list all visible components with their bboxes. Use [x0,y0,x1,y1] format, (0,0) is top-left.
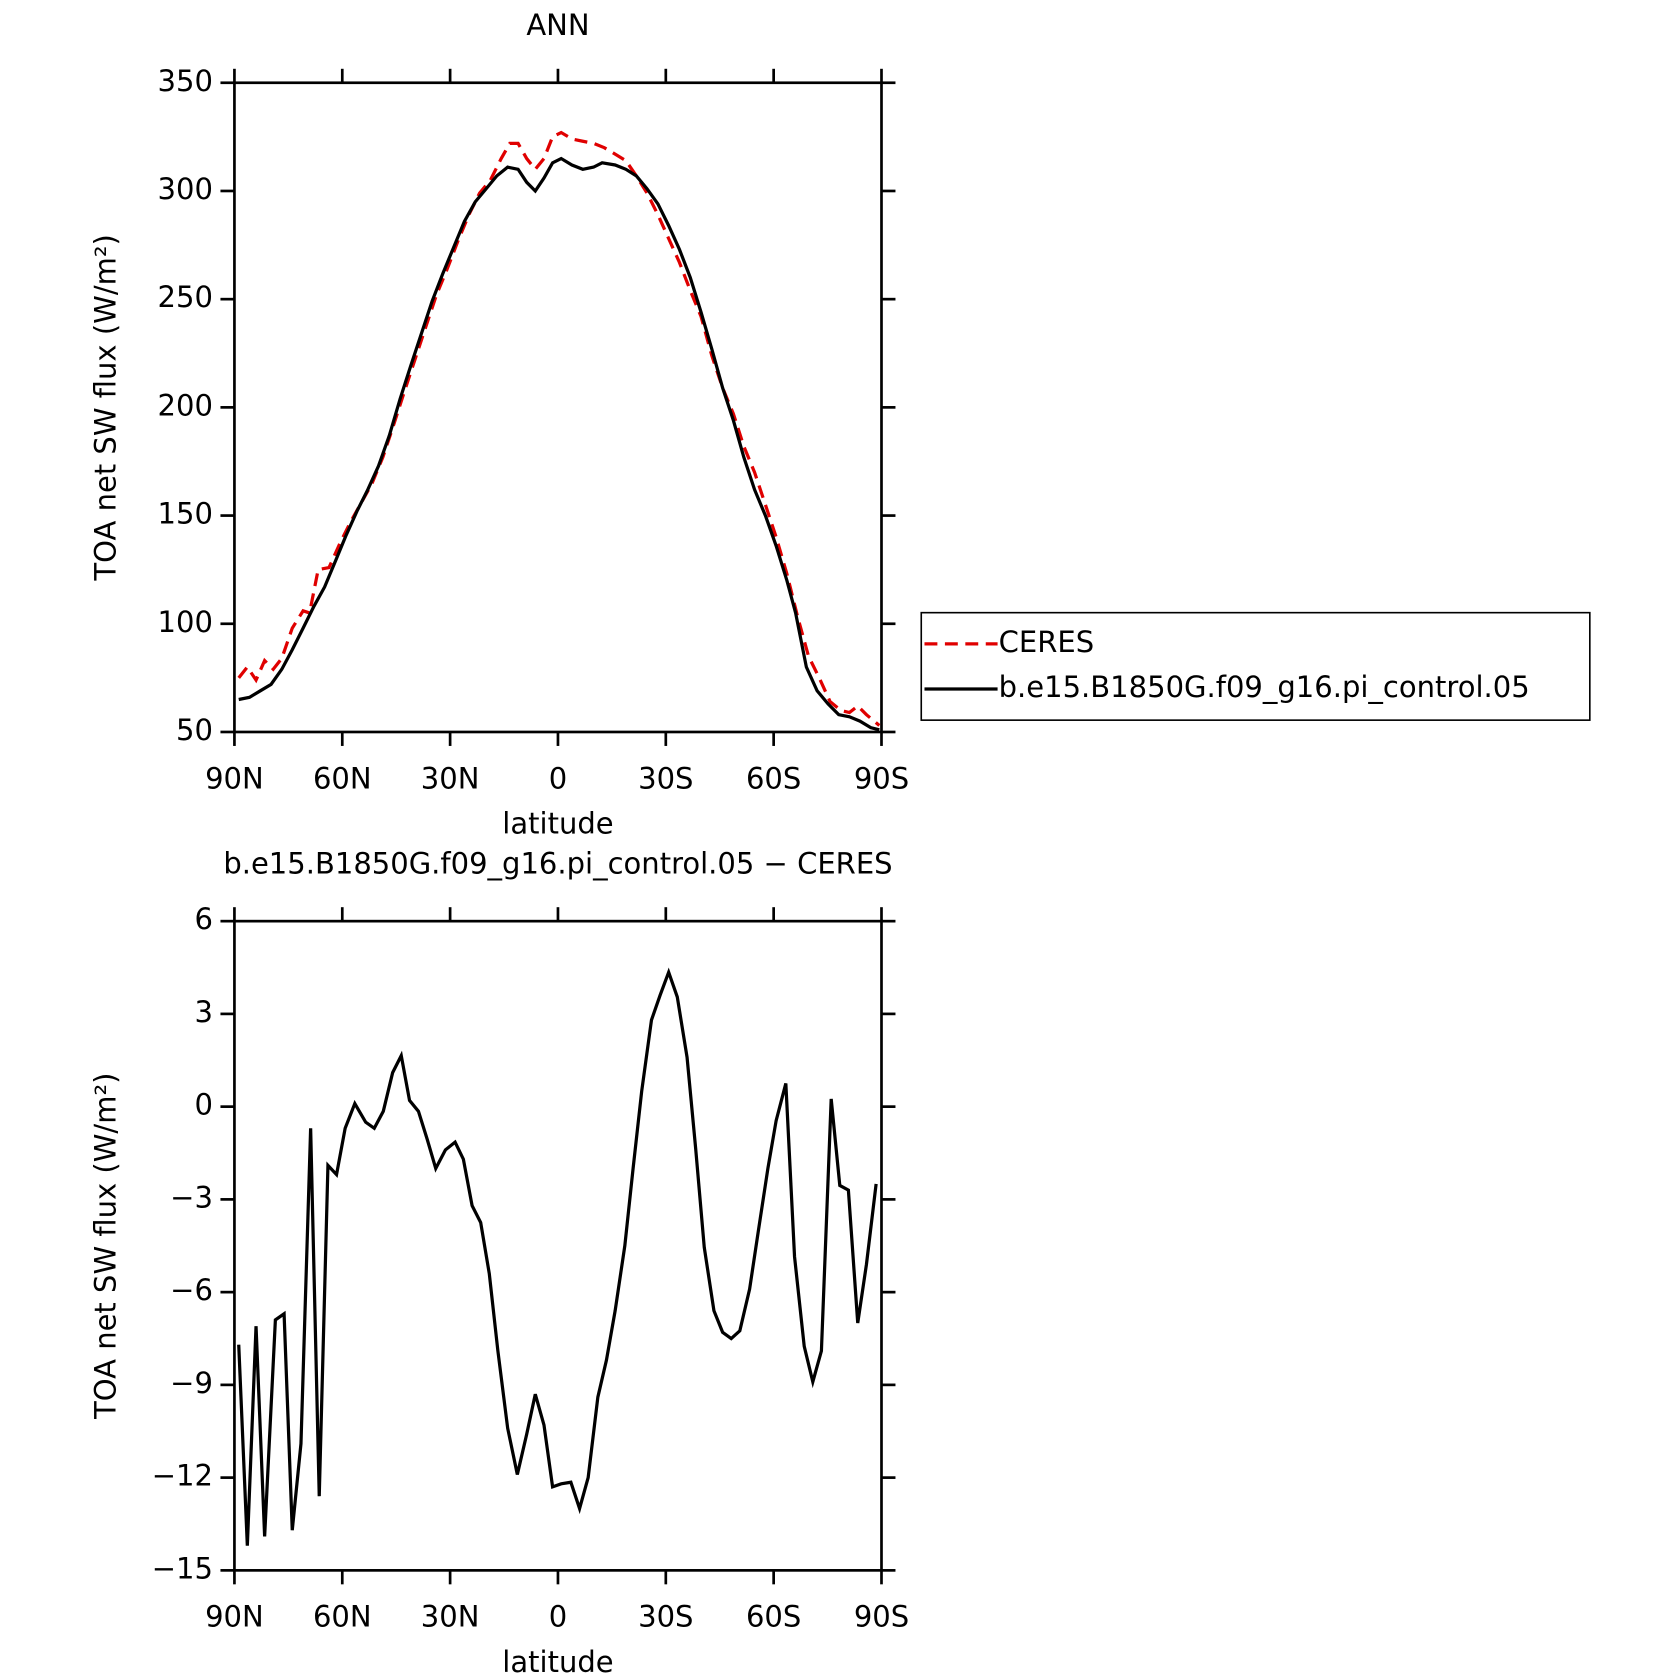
x-tick-label: 60S [746,761,801,795]
chart-title: ANN [526,8,589,42]
legend-box [920,611,1591,721]
x-tick-label: 30S [638,761,693,795]
x-tick-label: 0 [549,761,567,795]
y-tick-label: −3 [170,1180,213,1214]
data-line [237,130,881,727]
x-tick-label: 30N [421,1600,480,1634]
x-tick-label: 90S [854,761,909,795]
y-tick-label: 6 [194,902,212,936]
y-tick-label: 350 [158,64,213,98]
y-axis-label: TOA net SW flux (W/m²) [89,234,123,581]
x-tick-label: 90N [205,1600,264,1634]
x-tick-label: 60S [746,1600,801,1634]
x-tick-label: 30N [421,761,480,795]
y-tick-label: −9 [170,1366,213,1400]
x-tick-label: 60N [313,761,372,795]
y-axis-label: TOA net SW flux (W/m²) [89,1073,123,1420]
y-tick-label: 0 [194,1088,212,1122]
y-tick-label: 3 [194,995,212,1029]
x-tick-label: 30S [638,1600,693,1634]
chart-title: b.e15.B1850G.f09_g16.pi_control.05 − CER… [223,846,892,880]
x-tick-label: 90N [205,761,264,795]
x-tick-label: 0 [549,1600,567,1634]
plot-frame [233,81,883,734]
legend-label: b.e15.B1850G.f09_g16.pi_control.05 [999,670,1530,704]
y-tick-label: −15 [152,1551,213,1585]
x-axis-label: latitude [502,806,613,840]
y-tick-label: 250 [158,280,213,314]
y-tick-label: 150 [158,497,213,531]
x-axis-label: latitude [502,1645,613,1679]
y-tick-label: 300 [158,172,213,206]
x-tick-label: 90S [854,1600,909,1634]
data-line [237,967,878,1546]
data-line [238,156,880,732]
plot-frame [233,919,883,1572]
legend-label: CERES [999,625,1095,659]
y-tick-label: 50 [176,713,213,747]
y-tick-label: 200 [158,388,213,422]
y-tick-label: −12 [152,1459,213,1493]
y-tick-label: 100 [158,605,213,639]
x-tick-label: 60N [313,1600,372,1634]
y-tick-label: −6 [170,1273,213,1307]
